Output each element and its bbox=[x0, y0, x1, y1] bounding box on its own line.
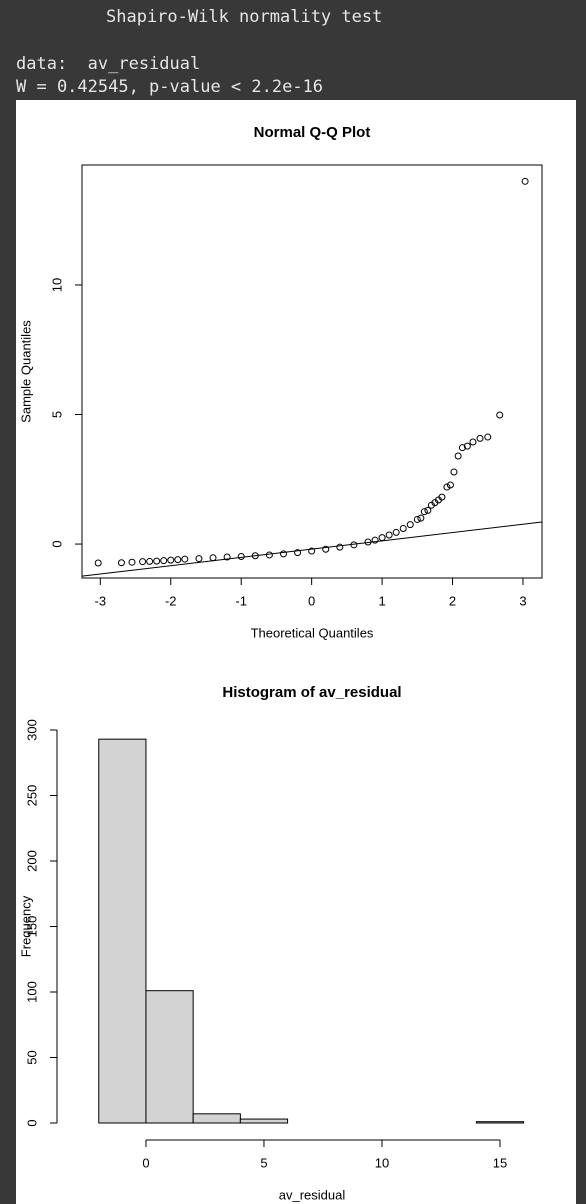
y-tick-label: 5 bbox=[49, 411, 64, 418]
point bbox=[279, 550, 287, 558]
point bbox=[521, 177, 529, 185]
y-tick-label: 250 bbox=[24, 785, 39, 807]
point bbox=[484, 433, 492, 441]
point bbox=[322, 545, 330, 553]
point bbox=[308, 547, 316, 555]
y-tick-label: 100 bbox=[24, 981, 39, 1003]
console-line: data: av_residual bbox=[16, 54, 201, 74]
point bbox=[458, 444, 466, 452]
console-line: Shapiro-Wilk normality test bbox=[106, 7, 383, 27]
x-axis-label: Theoretical Quantiles bbox=[251, 625, 374, 640]
point bbox=[294, 549, 302, 557]
point bbox=[94, 559, 102, 567]
point bbox=[424, 506, 432, 514]
point bbox=[443, 483, 451, 491]
bar bbox=[192, 1113, 241, 1124]
point bbox=[350, 541, 358, 549]
point bbox=[420, 508, 428, 516]
point bbox=[406, 521, 414, 529]
chart-title: Histogram of av_residual bbox=[222, 684, 401, 701]
x-tick-label: 0 bbox=[308, 593, 315, 608]
point bbox=[336, 543, 344, 551]
point bbox=[146, 557, 154, 565]
bar bbox=[98, 738, 147, 1124]
bar bbox=[145, 990, 194, 1124]
point bbox=[160, 557, 168, 565]
point bbox=[181, 555, 189, 563]
y-axis-label: Sample Quantiles bbox=[18, 320, 33, 423]
x-tick-label: 10 bbox=[375, 1155, 389, 1170]
x-axis-label: av_residual bbox=[279, 1187, 346, 1202]
chart-title: Normal Q-Q Plot bbox=[254, 124, 371, 141]
y-tick-label: 0 bbox=[49, 540, 64, 547]
point bbox=[450, 468, 458, 476]
point bbox=[476, 434, 484, 442]
point bbox=[139, 558, 147, 566]
x-tick-label: 0 bbox=[142, 1155, 149, 1170]
point bbox=[469, 438, 477, 446]
point bbox=[463, 442, 471, 450]
point bbox=[371, 536, 379, 544]
point bbox=[117, 559, 125, 567]
point bbox=[209, 554, 217, 562]
x-tick-label: 15 bbox=[493, 1155, 507, 1170]
y-axis-label: Frequency bbox=[18, 895, 33, 957]
y-tick-label: 300 bbox=[24, 719, 39, 741]
point bbox=[438, 493, 446, 501]
x-tick-label: 1 bbox=[378, 593, 385, 608]
point bbox=[251, 552, 259, 560]
y-tick-label: 50 bbox=[24, 1050, 39, 1064]
qq-line bbox=[81, 521, 543, 577]
console-line: W = 0.42545, p-value < 2.2e-16 bbox=[16, 77, 324, 97]
point bbox=[385, 531, 393, 539]
point bbox=[378, 534, 386, 542]
x-tick-label: -2 bbox=[165, 593, 177, 608]
point bbox=[167, 556, 175, 564]
y-tick-label: 10 bbox=[49, 278, 64, 292]
point bbox=[364, 538, 372, 546]
point bbox=[195, 555, 203, 563]
point bbox=[413, 515, 421, 523]
y-tick-label: 150 bbox=[24, 916, 39, 938]
x-tick-label: 5 bbox=[260, 1155, 267, 1170]
x-tick-label: -3 bbox=[95, 593, 107, 608]
point bbox=[128, 558, 136, 566]
y-tick-label: 0 bbox=[24, 1119, 39, 1126]
point bbox=[454, 452, 462, 460]
point bbox=[496, 411, 504, 419]
point bbox=[174, 556, 182, 564]
point bbox=[446, 481, 454, 489]
point bbox=[153, 557, 161, 565]
point bbox=[237, 552, 245, 560]
x-tick-label: 3 bbox=[519, 593, 526, 608]
point bbox=[399, 525, 407, 533]
point bbox=[265, 551, 273, 559]
y-tick-label: 200 bbox=[24, 850, 39, 872]
point bbox=[417, 514, 425, 522]
point bbox=[223, 553, 231, 561]
point bbox=[392, 528, 400, 536]
x-tick-label: -1 bbox=[235, 593, 247, 608]
bar bbox=[475, 1121, 525, 1124]
x-tick-label: 2 bbox=[449, 593, 456, 608]
bar bbox=[239, 1118, 289, 1124]
